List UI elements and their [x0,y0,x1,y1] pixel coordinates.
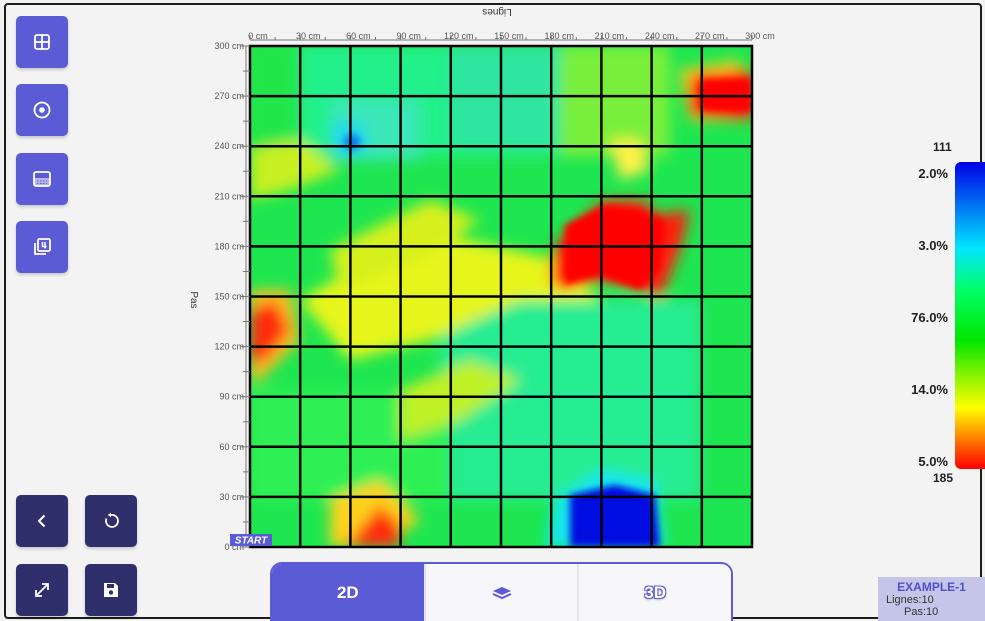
heatmap-grid [250,46,752,547]
layers-stack-icon [492,586,511,599]
y-tick-label: 300 cm [214,41,244,51]
x-tick-label: 180 cm [544,31,574,41]
color-scale-bar [955,162,985,469]
y-tick-label: 180 cm [214,241,244,251]
view-mode-bar: 2D 3D [270,562,733,621]
start-marker: START [230,534,272,547]
pas-value: 10 [926,606,939,618]
expand-button[interactable] [16,564,68,616]
layers-four-icon [34,238,51,255]
y-tick-label: 0 cm [224,542,244,552]
x-tick-label: 270 cm [695,31,725,41]
lignes-label: Lignes: [886,594,922,606]
view-3d-button[interactable]: 3D [577,564,731,621]
y-tick-label: 270 cm [214,91,244,101]
pas-label: Pas: [904,606,927,618]
color-fill-button[interactable] [16,153,68,205]
y-tick-label: 240 cm [214,141,244,151]
x-tick-label: 90 cm [396,31,421,41]
legend-band-4: 14.0% [911,382,948,397]
y-axis-title: Pas [188,291,199,308]
chevron-left-icon [37,514,46,528]
pas-row: Pas:10 [886,606,985,618]
floppy-disk-icon [104,583,118,597]
legend-max-value: 111 [933,140,952,154]
y-axis: 0 cm 30 cm 60 cm 90 cm 120 cm 150 cm 180 cm 210… [214,41,250,552]
y-tick-label: 120 cm [214,342,244,352]
grid-view-button[interactable] [16,16,68,68]
view-2d-button[interactable]: 2D [272,564,424,621]
project-name: EXAMPLE-1 [897,580,966,594]
y-tick-label: 150 cm [214,292,244,302]
y-tick-label: 210 cm [214,191,244,201]
x-tick-label: 120 cm [444,31,474,41]
rotate-icon [105,512,119,528]
target-icon [33,101,51,119]
grid-icon [34,34,50,50]
legend-band-2: 3.0% [918,238,948,253]
layer-count-button[interactable] [16,221,68,273]
x-axis: 0 cm 30 cm 60 cm 90 cm 120 cm 150 cm 180 cm 210… [248,31,775,41]
legend-band-1: 2.0% [918,166,948,181]
project-info-panel: EXAMPLE-1 Lignes:10 Pas:10 [878,577,985,621]
x-tick-label: 150 cm [494,31,524,41]
x-tick-label: 0 cm [248,31,268,41]
x-tick-label: 30 cm [296,31,321,41]
x-tick-label: 240 cm [645,31,675,41]
y-tick-label: 90 cm [219,392,244,402]
view-3d-label: 3D [644,582,667,602]
start-label: START [235,536,268,547]
reset-button[interactable] [85,495,137,547]
save-button[interactable] [85,564,137,616]
y-tick-label: 30 cm [219,492,244,502]
legend-band-3: 76.0% [911,310,948,325]
view-layers-button[interactable] [423,564,578,621]
expand-diagonal-icon [35,583,49,597]
y-tick-label: 60 cm [219,442,244,452]
point-marker-button[interactable] [16,84,68,136]
x-tick-label: 300 cm [745,31,775,41]
heatmap-icon [33,171,51,187]
legend-min-value: 185 [933,471,954,485]
legend-band-5: 5.0% [918,454,948,469]
x-tick-label: 60 cm [346,31,371,41]
lignes-value: 10 [921,594,934,606]
lignes-row: Lignes:10 [886,594,985,606]
x-axis-title: Lignes [482,6,511,17]
back-button[interactable] [16,495,68,547]
x-tick-label: 210 cm [595,31,625,41]
